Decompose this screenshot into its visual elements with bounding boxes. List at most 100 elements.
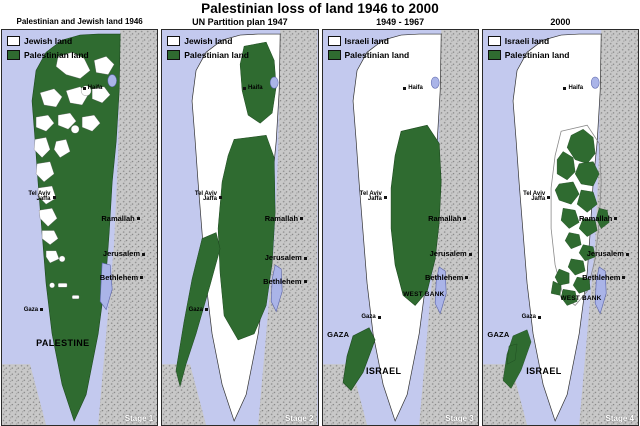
city-label-gaza: Gaza	[188, 306, 203, 313]
tel-aviv-dot	[218, 195, 222, 199]
city-label-bethlehem: Bethlehem	[99, 272, 139, 282]
gaza-dot	[204, 308, 208, 311]
region-label-israel: ISRAEL	[365, 365, 402, 376]
city-marker-haifa: Haifa	[242, 85, 263, 92]
city-label-haifa: Haifa	[87, 85, 103, 92]
haifa-dot	[82, 86, 86, 90]
ramallah-dot	[136, 217, 140, 221]
city-marker-tel-aviv-jaffa: Tel Aviv Jaffa	[360, 191, 387, 203]
region-label-gaza-strip: GAZA	[487, 330, 510, 340]
haifa-dot	[242, 86, 246, 90]
city-label-jerusalem: Jerusalem	[429, 249, 467, 259]
legend-label-palestinian-land: Palestinian land	[184, 50, 249, 60]
city-label-bethlehem: Bethlehem	[424, 272, 464, 282]
tel-aviv-dot	[547, 195, 551, 199]
region-label-palestine: PALESTINE	[36, 338, 90, 349]
legend-row-jewish-land: Jewish land	[7, 35, 89, 47]
map-panel-2000[interactable]: 2000	[481, 15, 639, 426]
city-marker-gaza: Gaza	[361, 314, 381, 321]
map-base-layers-1946	[2, 30, 158, 425]
city-label-bethlehem: Bethlehem	[263, 276, 302, 286]
region-label-west-bank: WEST BANK	[403, 290, 445, 298]
tel-aviv-dot	[52, 195, 56, 199]
ramallah-dot	[463, 217, 467, 221]
haifa-dot	[563, 86, 567, 90]
city-marker-jerusalem: Jerusalem	[102, 249, 146, 259]
city-label-gaza: Gaza	[521, 314, 536, 321]
city-label-jerusalem: Jerusalem	[264, 253, 302, 263]
legend-label-israeli-land: Israeli land	[504, 36, 550, 46]
city-label-ramallah: Ramallah	[579, 213, 613, 223]
city-marker-tel-aviv-jaffa: Tel Aviv Jaffa	[195, 191, 222, 203]
city-label-haifa: Haifa	[568, 85, 584, 92]
legend-row-palestinian-land: Palestinian land	[167, 49, 249, 61]
tel-aviv-dot	[383, 195, 387, 199]
panel-subtitle-1946: Palestinian and Jewish land 1946	[16, 17, 143, 26]
map-panel-1946[interactable]: Palestinian and Jewish land 1946	[1, 15, 159, 426]
city-label-haifa: Haifa	[247, 85, 263, 92]
legend-label-israeli-land: Israeli land	[344, 36, 389, 46]
city-label-bethlehem: Bethlehem	[582, 272, 621, 282]
legend-row-jewish-land: Jewish land	[167, 35, 249, 47]
legend-label-jewish-land: Jewish land	[24, 36, 73, 46]
legend-1947: Jewish land Palestinian land	[167, 35, 249, 63]
haifa-dot	[403, 86, 407, 90]
map-panel-1947[interactable]: UN Partition plan 1947	[161, 15, 319, 426]
legend-swatch-jewish-land	[7, 36, 20, 46]
city-marker-bethlehem: Bethlehem	[99, 272, 144, 282]
legend-row-palestinian-land: Palestinian land	[327, 49, 409, 61]
city-marker-tel-aviv-jaffa: Tel Aviv Jaffa	[523, 191, 551, 203]
panel-subtitle-2000: 2000	[550, 17, 571, 27]
legend-row-israeli-land: Israeli land	[487, 35, 570, 47]
city-marker-gaza: Gaza	[522, 314, 541, 320]
gaza-dot	[377, 315, 381, 319]
legend-label-jewish-land: Jewish land	[184, 36, 233, 46]
map-canvas-1949-1967[interactable]: Israeli land Palestinian land Haifa Tel …	[321, 29, 479, 426]
city-marker-bethlehem: Bethlehem	[424, 272, 469, 282]
panel-subtitle-1949-1967: 1949 - 1967	[376, 17, 425, 27]
map-canvas-2000[interactable]: Israeli land Palestinian land Haifa Tel …	[481, 29, 639, 426]
map-canvas-1947[interactable]: Jewish land Palestinian land Haifa Tel A…	[161, 29, 319, 426]
legend-swatch-israeli-land	[327, 36, 341, 46]
city-marker-haifa: Haifa	[403, 85, 423, 91]
city-marker-ramallah: Ramallah	[579, 213, 618, 223]
legend-swatch-israeli-land	[487, 36, 501, 46]
stage-watermark-1: Stage 1	[124, 414, 154, 423]
city-label-gaza: Gaza	[361, 314, 376, 321]
legend-swatch-jewish-land	[167, 36, 181, 46]
city-label-ramallah: Ramallah	[428, 213, 462, 223]
page-title: Palestinian loss of land 1946 to 2000	[201, 1, 439, 16]
city-label-jerusalem: Jerusalem	[102, 249, 141, 259]
jerusalem-dot	[142, 252, 146, 256]
legend-swatch-palestinian-land	[7, 50, 20, 60]
city-marker-gaza: Gaza	[189, 307, 208, 313]
legend-row-israeli-land: Israeli land	[327, 35, 410, 47]
legend-row-palestinian-land: Palestinian land	[7, 49, 89, 61]
gaza-dot	[537, 315, 541, 319]
city-marker-jerusalem: Jerusalem	[429, 249, 472, 259]
city-marker-haifa: Haifa	[82, 85, 103, 92]
legend-row-palestinian-land: Palestinian land	[487, 49, 570, 61]
map-panel-1949-1967[interactable]: 1949 - 1967	[321, 15, 479, 426]
bethlehem-dot	[465, 276, 469, 280]
legend-label-palestinian-land: Palestinian land	[504, 50, 570, 60]
city-label-jerusalem: Jerusalem	[586, 249, 624, 259]
map-canvas-1946[interactable]: Jewish land Palestinian land Haifa Tel A…	[1, 29, 159, 426]
city-label-ramallah: Ramallah	[101, 213, 135, 223]
jerusalem-dot	[303, 256, 307, 260]
city-marker-tel-aviv-jaffa: Tel Aviv Jaffa	[28, 190, 56, 203]
region-label-israel: ISRAEL	[526, 365, 562, 376]
map-base-layers-1949-1967	[322, 30, 478, 425]
city-label-haifa: Haifa	[408, 85, 423, 92]
ramallah-dot	[300, 217, 304, 221]
jerusalem-dot	[625, 252, 629, 256]
stage-watermark-2: Stage 2	[285, 414, 314, 423]
city-marker-haifa: Haifa	[563, 85, 583, 91]
city-label-tel-aviv-jaffa: Tel Aviv Jaffa	[28, 190, 51, 203]
city-marker-jerusalem: Jerusalem	[264, 253, 307, 263]
city-marker-bethlehem: Bethlehem	[263, 276, 307, 286]
stage-watermark-4: Stage 4	[605, 414, 634, 423]
city-label-ramallah: Ramallah	[264, 213, 299, 223]
map-base-layers-2000	[482, 30, 638, 425]
